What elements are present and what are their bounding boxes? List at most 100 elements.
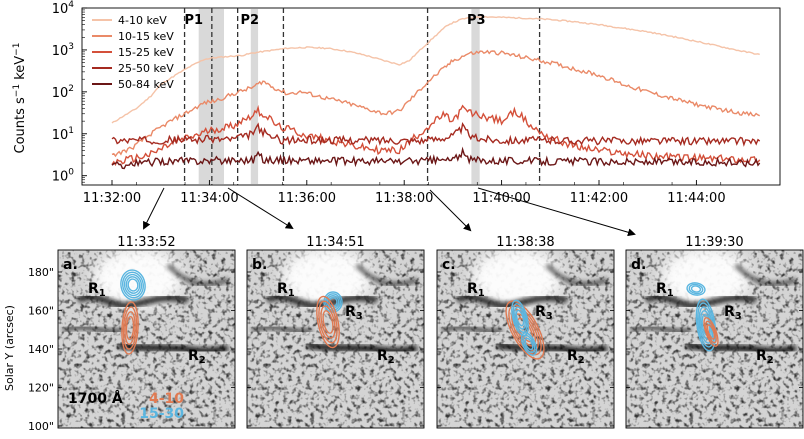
period-label-P2: P2 [240, 13, 259, 28]
contour-1-3 [515, 309, 525, 327]
period-label-P3: P3 [467, 13, 486, 28]
legend-entry-3: 25-50 keV [118, 62, 174, 75]
legend-entry-4: 50-84 keV [118, 78, 174, 91]
panel-letter: a. [63, 257, 78, 273]
series-line-15-25-keV [111, 104, 761, 167]
contour-1-3 [322, 310, 334, 334]
dark-ribbon-north [166, 263, 229, 287]
period-dashed-lines [183, 8, 541, 185]
contour-1-1 [122, 306, 138, 350]
dark-ribbon-north [545, 263, 608, 287]
x-tick-label-4: 11:40:00 [472, 191, 530, 206]
dark-ribbon-r2 [306, 341, 418, 355]
dark-ribbon-r1 [265, 293, 378, 310]
contour-0-0 [686, 282, 706, 296]
xray-contours [505, 299, 545, 360]
x-tick-label-2: 11:36:00 [278, 191, 336, 206]
label-r3: R3 [724, 304, 742, 322]
contour-label-15-30: 15-30 [139, 406, 184, 422]
dark-ribbon-west [62, 324, 124, 334]
panel-letter: b. [252, 257, 267, 273]
panel-time: 11:38:38 [496, 235, 554, 250]
image-frame [436, 249, 615, 429]
panel-time: 11:34:51 [306, 235, 364, 250]
contour-2-0 [703, 317, 719, 347]
contour-1-0 [316, 295, 340, 349]
arrow-to-panel-a [143, 187, 165, 230]
wavelength-label: 1700 Å [68, 390, 123, 407]
x-tick-label-0: 11:32:00 [83, 191, 141, 206]
image-panel-4: d. 11:39:30 R1 R2 R3 [625, 235, 804, 429]
light-curve-series [111, 15, 761, 170]
contour-1-1 [318, 300, 338, 344]
dark-ribbon-r2 [496, 341, 608, 355]
x-axis-ticks: 11:32:00 11:34:00 11:36:00 11:38:00 11:40:00… [83, 180, 726, 206]
y-tick-label-4: 104 [52, 0, 75, 17]
panels-y-axis-label: Solar Y (arcsec) [3, 305, 16, 391]
label-r2: R2 [756, 348, 774, 366]
contour-1-0 [121, 301, 139, 355]
contour-0-1 [122, 271, 144, 299]
panel-letter: d. [631, 257, 646, 273]
contour-0-2 [690, 285, 702, 293]
series-line-4-10-keV [111, 15, 760, 124]
period-labels: P1 P2 P3 [184, 13, 485, 28]
image-panel-2: b. 11:34:51 R1 R2 R3 [246, 235, 425, 429]
y-tick-label-3: 103 [52, 42, 74, 59]
label-r2: R2 [567, 348, 585, 366]
y-tick-label-2: 102 [52, 84, 74, 101]
image-panel-3: c. 11:38:38 R1 R2 R3 [436, 235, 615, 429]
contour-2-2 [706, 324, 716, 340]
contour-0-0 [505, 300, 545, 360]
label-r1: R1 [467, 281, 485, 299]
contour-2-1 [522, 334, 536, 354]
contour-1-1 [512, 303, 528, 333]
arrow-to-panel-c [429, 189, 472, 232]
panels-y-ticks: 180" 160" 140" 120" 100" [28, 266, 54, 433]
bright-plage [661, 248, 751, 308]
x-tick-label-3: 11:38:00 [375, 191, 433, 206]
dark-ribbon-west [441, 324, 503, 334]
label-r3: R3 [345, 304, 363, 322]
panel-y-tick-label-3: 120" [28, 382, 54, 395]
y-tick-label-1: 101 [52, 126, 74, 143]
contour-1-0 [695, 298, 717, 352]
dark-ribbon-north [355, 263, 418, 287]
series-line-25-50-keV [111, 122, 761, 147]
label-r2: R2 [188, 348, 206, 366]
dark-ribbon-r1 [76, 293, 189, 310]
contour-1-3 [125, 315, 135, 341]
contour-0-3 [125, 276, 141, 294]
bright-plage [472, 248, 562, 308]
contour-2-1 [705, 320, 717, 344]
x-tick-label-6: 11:44:00 [667, 191, 725, 206]
image-frame [625, 249, 804, 429]
dark-ribbon-r2 [117, 341, 229, 355]
y-tick-label-0: 100 [52, 168, 75, 185]
period-band-3 [471, 9, 480, 184]
contour-0-0 [120, 269, 146, 301]
panel-time: 11:39:30 [685, 235, 743, 250]
contour-label-4-10: 4-10 [149, 391, 184, 407]
label-r3: R3 [535, 304, 553, 322]
period-label-P1: P1 [184, 13, 203, 28]
arrow-to-panel-b [227, 187, 294, 230]
dark-ribbon-west [630, 324, 692, 334]
pointer-arrows [143, 187, 636, 237]
contour-0-4 [127, 278, 139, 292]
panel-y-tick-label-2: 140" [28, 343, 54, 356]
x-tick-label-1: 11:34:00 [180, 191, 238, 206]
series-line-10-15-keV [111, 49, 760, 158]
y-axis-label: Counts s−1 keV−1 [12, 43, 28, 154]
label-r1: R1 [88, 281, 106, 299]
dark-ribbon-r2 [685, 341, 797, 355]
dark-ribbon-north [734, 263, 797, 287]
period-band-2 [250, 9, 259, 184]
image-panel-1: a. 11:33:52 R1 R2 [57, 235, 236, 429]
label-r1: R1 [277, 281, 295, 299]
legend: 4-10 keV 10-15 keV 15-25 keV 25-50 keV 50-84… [92, 14, 174, 91]
image-panels: a. 11:33:52 R1 R2 b. 11:34:51 R1 R2 R3 c. 11:38:38… [57, 235, 804, 429]
panel-time: 11:33:52 [117, 235, 175, 250]
contour-1-2 [320, 305, 336, 339]
